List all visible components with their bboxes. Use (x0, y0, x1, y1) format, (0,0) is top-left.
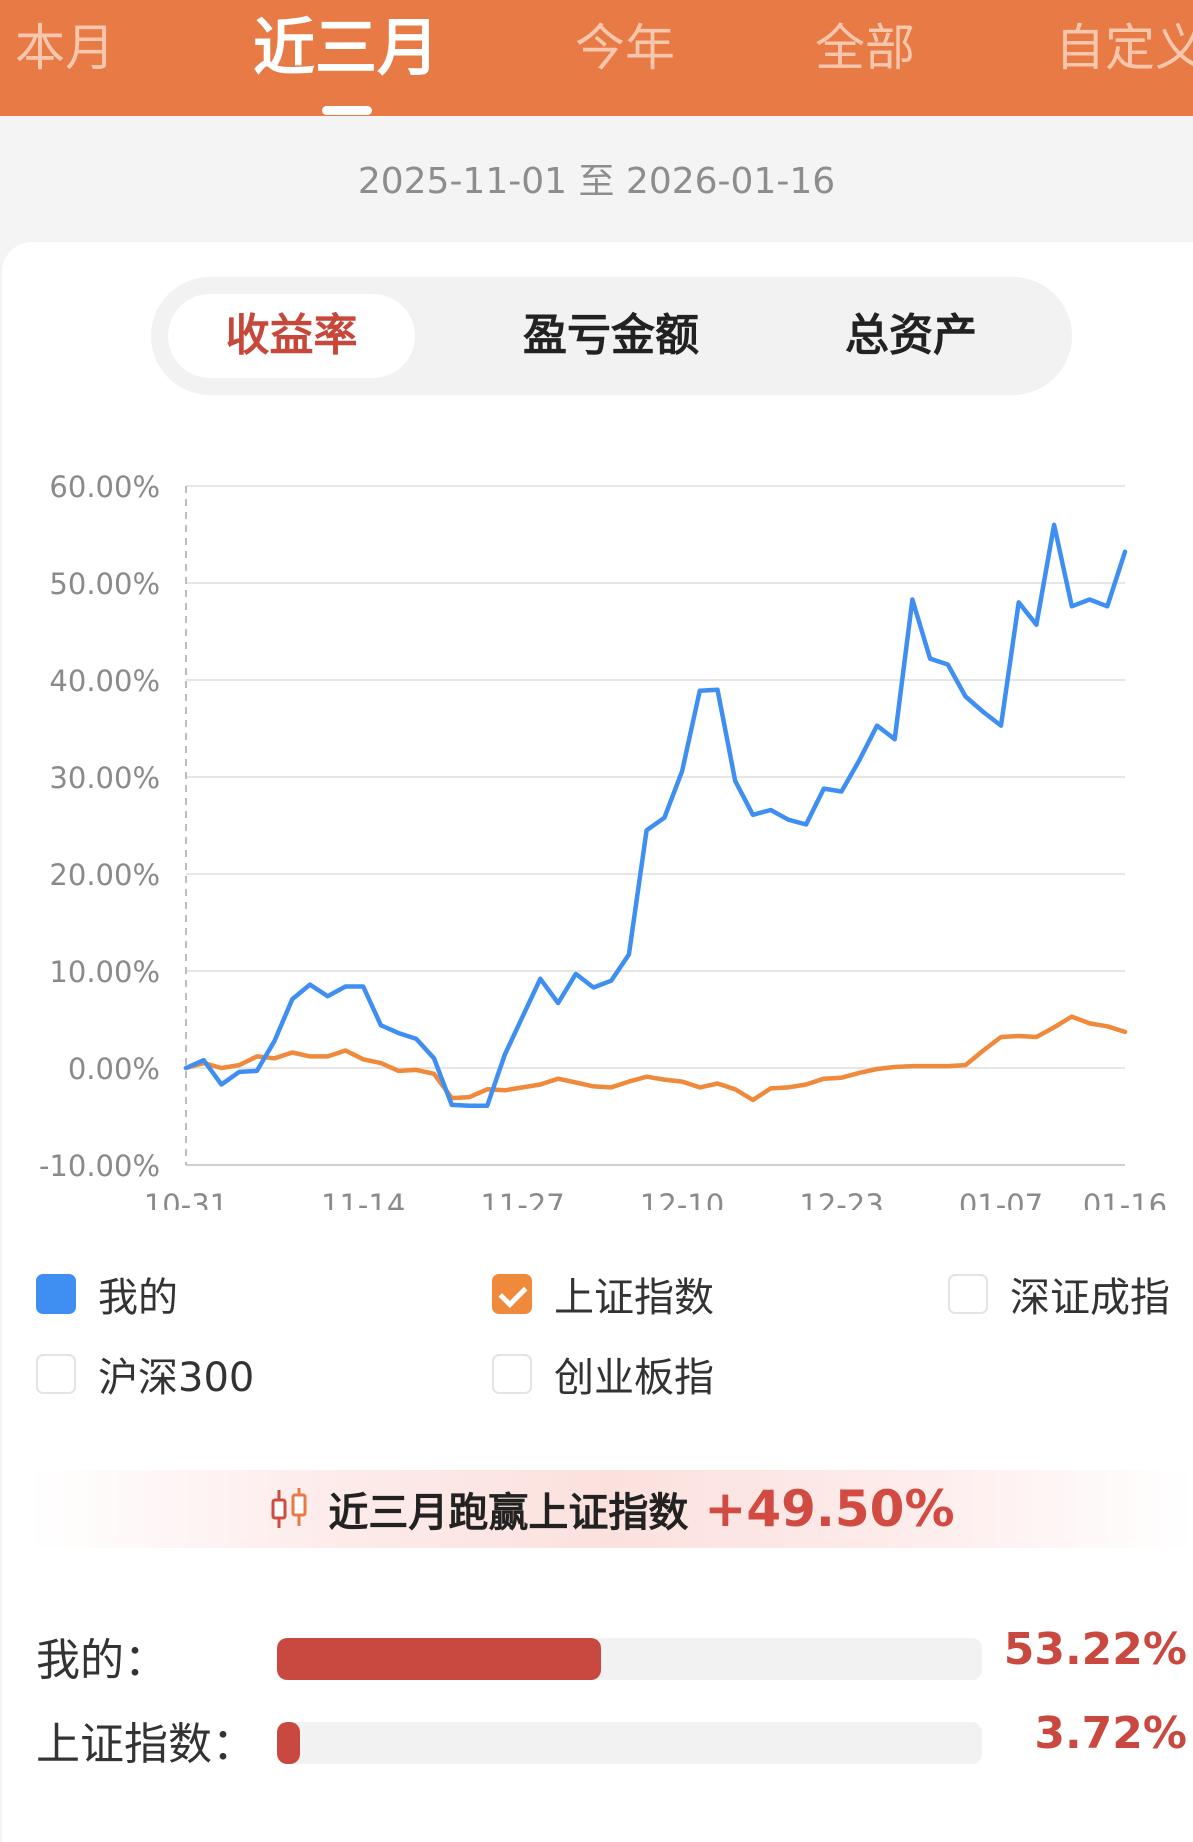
y-tick-label: 40.00% (49, 664, 160, 698)
checkbox-checked-icon (492, 1274, 532, 1314)
checkbox-icon (36, 1274, 76, 1314)
legend-label: 上证指数 (554, 1275, 714, 1321)
legend-label: 创业板指 (554, 1355, 714, 1401)
comparison-bar-fill (277, 1638, 601, 1680)
legend-item-mine[interactable]: 我的 (36, 1265, 178, 1323)
active-tab-indicator (322, 106, 372, 115)
legend-item-szse-component[interactable]: 深证成指 (948, 1265, 1170, 1323)
legend-label: 我的 (98, 1275, 178, 1321)
segment-profit-loss[interactable]: 盈亏金额 (523, 310, 699, 361)
y-tick-label: -10.00% (39, 1149, 160, 1183)
legend-item-chinext[interactable]: 创业板指 (492, 1345, 714, 1403)
y-tick-label: 0.00% (68, 1052, 160, 1086)
legend-label: 沪深300 (98, 1355, 255, 1401)
comparison-label-sse-index: 上证指数： (36, 1719, 256, 1770)
legend-label: 深证成指 (1010, 1275, 1170, 1321)
legend-item-sse-index[interactable]: 上证指数 (492, 1265, 714, 1323)
series-line-sse-index (183, 1014, 1128, 1103)
series-line-mine (183, 522, 1128, 1109)
y-tick-label: 50.00% (49, 567, 160, 601)
y-tick-label: 30.00% (49, 761, 160, 795)
tab-last-three-months[interactable]: 近三月 (253, 11, 440, 84)
comparison-value-sse-index: 3.72% (1034, 1708, 1187, 1759)
x-tick-label: 01-16 (1083, 1188, 1167, 1210)
checkbox-icon (492, 1354, 532, 1394)
tab-this-year[interactable]: 今年 (575, 19, 675, 77)
comparison-value-mine: 53.22% (1003, 1624, 1187, 1675)
segment-total-assets[interactable]: 总资产 (845, 310, 977, 361)
outperform-banner: 近三月跑赢上证指数 +49.50% (30, 1470, 1193, 1548)
tab-this-month[interactable]: 本月 (15, 19, 115, 77)
tab-custom[interactable]: 自定义 (1055, 19, 1193, 77)
x-tick-label: 12-23 (799, 1188, 883, 1210)
banner-diff-value: +49.50% (704, 1480, 955, 1538)
banner-text: 近三月跑赢上证指数 (328, 1490, 689, 1536)
y-tick-label: 20.00% (49, 858, 160, 892)
checkbox-icon (948, 1274, 988, 1314)
y-tick-label: 10.00% (49, 955, 160, 989)
x-tick-label: 12-10 (640, 1188, 724, 1210)
comparison-label-mine: 我的： (36, 1635, 168, 1686)
return-line-chart: 60.00% 50.00% 40.00% 30.00% 20.00% 10.00% 0.00… (39, 470, 1167, 1210)
segment-return-rate[interactable]: 收益率 (168, 294, 415, 378)
period-tab-bar: 本月 近三月 今年 全部 自定义 (0, 0, 1193, 116)
comparison-bar-mine (277, 1638, 982, 1680)
comparison-bar-sse-index (277, 1722, 982, 1764)
metric-segmented-control: 收益率 盈亏金额 总资产 (151, 277, 1072, 395)
x-tick-label: 01-07 (959, 1188, 1043, 1210)
x-tick-label: 11-27 (480, 1188, 564, 1210)
y-tick-label: 60.00% (49, 470, 160, 504)
legend-item-csi300[interactable]: 沪深300 (36, 1345, 254, 1403)
tab-all[interactable]: 全部 (815, 19, 915, 77)
comparison-bar-fill (277, 1722, 300, 1764)
x-tick-label: 11-14 (321, 1188, 405, 1210)
checkbox-icon (36, 1354, 76, 1394)
x-tick-label: 10-31 (144, 1188, 228, 1210)
candlestick-icon (271, 1488, 307, 1528)
date-range: 2025-11-01 至 2026-01-16 (357, 161, 836, 202)
